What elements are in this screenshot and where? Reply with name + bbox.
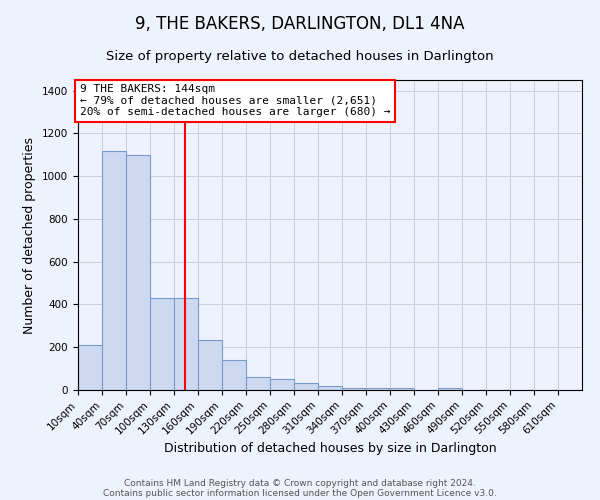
Bar bbox=[246, 377, 270, 390]
Bar bbox=[150, 298, 174, 390]
Text: Size of property relative to detached houses in Darlington: Size of property relative to detached ho… bbox=[106, 50, 494, 63]
Bar bbox=[126, 155, 150, 390]
Text: Contains HM Land Registry data © Crown copyright and database right 2024.: Contains HM Land Registry data © Crown c… bbox=[124, 478, 476, 488]
Bar bbox=[102, 150, 126, 390]
Bar bbox=[366, 388, 390, 390]
X-axis label: Distribution of detached houses by size in Darlington: Distribution of detached houses by size … bbox=[164, 442, 496, 455]
Bar bbox=[270, 380, 294, 390]
Bar bbox=[174, 298, 198, 390]
Bar bbox=[198, 340, 222, 390]
Bar bbox=[342, 388, 366, 390]
Bar bbox=[438, 388, 462, 390]
Bar bbox=[222, 360, 246, 390]
Bar bbox=[78, 345, 102, 390]
Text: 9, THE BAKERS, DARLINGTON, DL1 4NA: 9, THE BAKERS, DARLINGTON, DL1 4NA bbox=[135, 15, 465, 33]
Y-axis label: Number of detached properties: Number of detached properties bbox=[23, 136, 37, 334]
Bar bbox=[390, 388, 414, 390]
Bar bbox=[318, 386, 342, 390]
Text: 9 THE BAKERS: 144sqm
← 79% of detached houses are smaller (2,651)
20% of semi-de: 9 THE BAKERS: 144sqm ← 79% of detached h… bbox=[80, 84, 390, 117]
Bar bbox=[294, 382, 318, 390]
Text: Contains public sector information licensed under the Open Government Licence v3: Contains public sector information licen… bbox=[103, 488, 497, 498]
